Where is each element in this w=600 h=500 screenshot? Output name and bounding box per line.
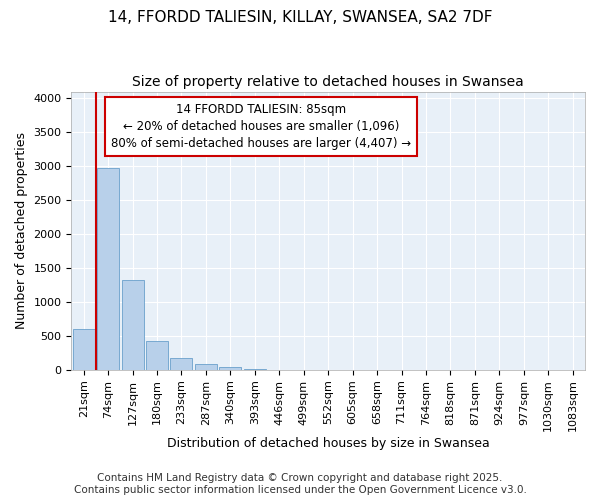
Title: Size of property relative to detached houses in Swansea: Size of property relative to detached ho… (133, 75, 524, 89)
Text: Contains HM Land Registry data © Crown copyright and database right 2025.
Contai: Contains HM Land Registry data © Crown c… (74, 474, 526, 495)
Bar (170, 358, 193, 370)
Bar (146, 342, 168, 370)
Bar (220, 367, 241, 370)
Bar (97, 168, 119, 370)
Text: 14, FFORDD TALIESIN, KILLAY, SWANSEA, SA2 7DF: 14, FFORDD TALIESIN, KILLAY, SWANSEA, SA… (108, 10, 492, 25)
Text: 14 FFORDD TALIESIN: 85sqm
← 20% of detached houses are smaller (1,096)
80% of se: 14 FFORDD TALIESIN: 85sqm ← 20% of detac… (112, 102, 412, 150)
X-axis label: Distribution of detached houses by size in Swansea: Distribution of detached houses by size … (167, 437, 490, 450)
Bar (244, 369, 266, 370)
Bar (73, 329, 95, 370)
Bar (122, 280, 143, 370)
Bar (195, 364, 217, 370)
Y-axis label: Number of detached properties: Number of detached properties (15, 132, 28, 329)
